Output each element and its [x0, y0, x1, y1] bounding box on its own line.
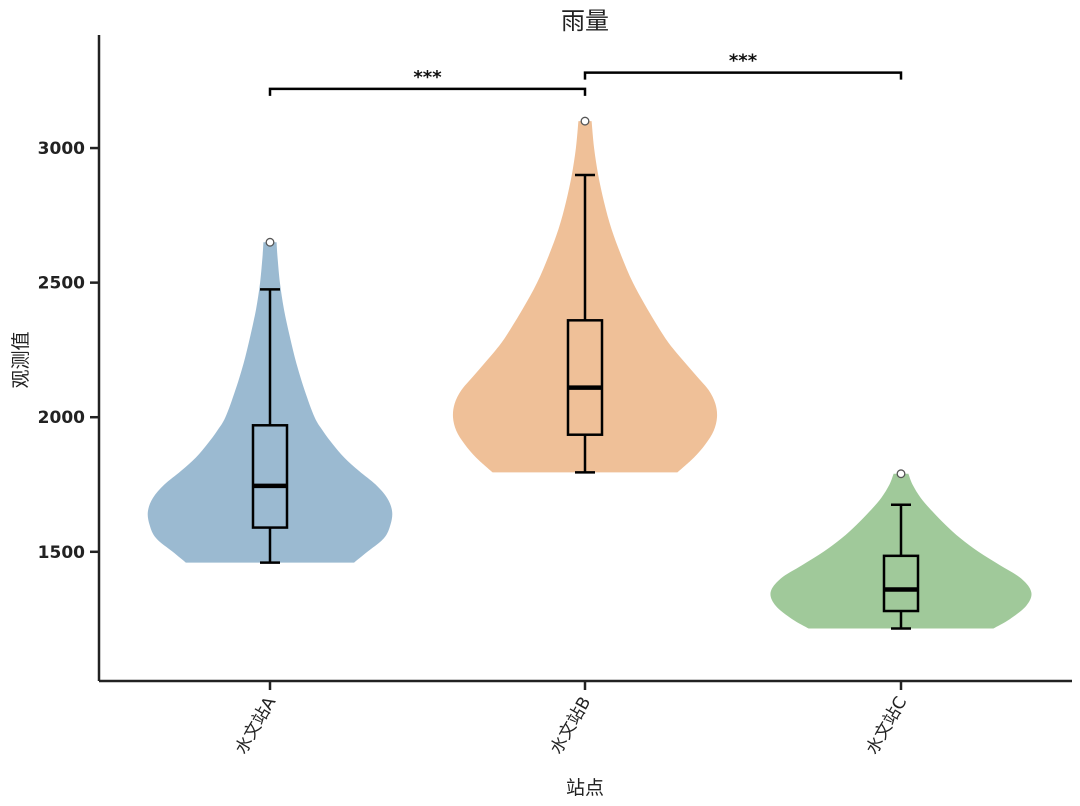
significance-bracket-2: [583, 71, 903, 80]
y-axis-label: 观测值: [10, 331, 32, 388]
outlier-point-1-1: [265, 237, 275, 247]
chart-title: 雨量: [561, 7, 609, 35]
y-tick-label-2: 2000: [38, 408, 85, 428]
x-axis-label: 站点: [566, 777, 604, 799]
outlier-point-3-1: [896, 469, 906, 479]
y-tick-label-1: 1500: [38, 543, 85, 563]
significance-bracket-1: [268, 87, 587, 96]
significance-label-1: ***: [413, 67, 442, 88]
x-tick-label-3: 水文站C: [863, 694, 912, 758]
iqr-box-1: [251, 424, 289, 529]
iqr-box-2: [566, 319, 604, 436]
plot-area: *** *** 1500 2000 2500 3000 水文站A 水文站B 水文站C: [38, 35, 1072, 758]
significance-label-2: ***: [729, 51, 758, 72]
x-tick-label-1: 水文站A: [232, 693, 281, 758]
y-tick-label-3: 2500: [38, 274, 85, 294]
iqr-box-3: [882, 554, 920, 613]
y-tick-label-4: 3000: [38, 139, 85, 159]
x-tick-label-2: 水文站B: [547, 694, 596, 758]
outlier-point-2-1: [580, 116, 590, 126]
